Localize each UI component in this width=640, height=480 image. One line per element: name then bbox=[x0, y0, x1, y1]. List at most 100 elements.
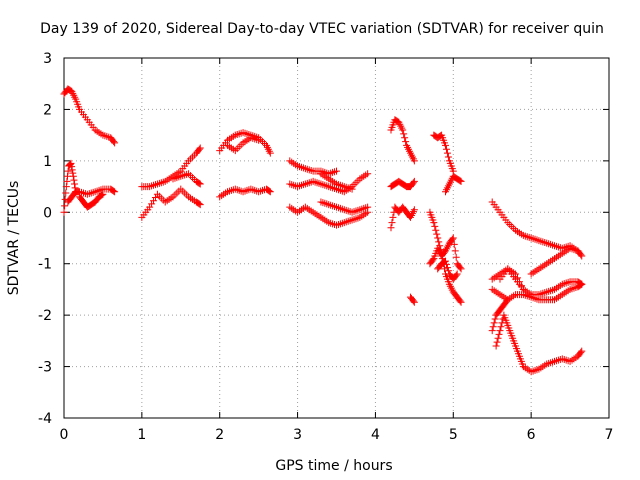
data-point bbox=[185, 170, 193, 178]
data-point-interp bbox=[533, 366, 541, 374]
data-point bbox=[574, 247, 582, 255]
data-point-interp bbox=[456, 297, 464, 305]
data-point-interp bbox=[531, 294, 539, 302]
data-point-interp bbox=[329, 168, 337, 176]
data-point-interp bbox=[354, 214, 362, 222]
data-point-interp bbox=[71, 180, 79, 188]
data-point-interp bbox=[531, 235, 539, 243]
data-point bbox=[266, 188, 274, 196]
y-tick-label: -4 bbox=[38, 411, 52, 427]
data-point-interp bbox=[150, 197, 158, 205]
data-point bbox=[294, 183, 302, 191]
x-axis-title: GPS time / hours bbox=[275, 458, 392, 474]
data-point-interp bbox=[313, 179, 321, 187]
data-point-interp bbox=[87, 189, 95, 197]
data-point bbox=[239, 129, 247, 137]
data-point-interp bbox=[503, 297, 511, 305]
data-point-interp bbox=[319, 199, 327, 207]
data-point bbox=[286, 180, 294, 188]
data-point bbox=[399, 126, 407, 134]
data-point bbox=[410, 157, 418, 165]
data-point bbox=[196, 201, 204, 209]
x-tick-labels: 0 1 2 3 4 5 6 7 bbox=[60, 427, 614, 443]
series-arc-7f bbox=[496, 265, 527, 293]
data-point-interp bbox=[241, 129, 249, 137]
x-tick-label: 0 bbox=[60, 427, 69, 443]
data-point bbox=[430, 219, 438, 227]
data-point-interp bbox=[110, 187, 118, 195]
data-point bbox=[333, 221, 340, 229]
data-point bbox=[551, 357, 558, 365]
data-point bbox=[255, 136, 263, 144]
data-point bbox=[196, 144, 204, 152]
data-point-interp bbox=[237, 141, 245, 149]
data-point-interp bbox=[525, 233, 533, 241]
data-point-interp bbox=[110, 138, 118, 146]
series-arc-6c bbox=[426, 208, 465, 306]
series-arc-1a bbox=[60, 85, 119, 147]
data-point-interp bbox=[188, 153, 196, 161]
data-point-interp bbox=[515, 278, 523, 286]
data-point bbox=[551, 242, 558, 250]
data-point-interp bbox=[64, 172, 72, 180]
data-point-interp bbox=[552, 357, 560, 365]
data-point-interp bbox=[549, 241, 557, 249]
data-point-interp bbox=[89, 188, 97, 196]
series-arc-7a bbox=[488, 198, 586, 260]
series-arc-1d bbox=[76, 190, 107, 211]
data-point-interp bbox=[241, 187, 249, 195]
data-point-interp bbox=[85, 190, 93, 198]
data-point-interp bbox=[358, 205, 366, 213]
data-point-interp bbox=[264, 186, 272, 194]
y-tick-label: 3 bbox=[43, 51, 52, 67]
data-point-interp bbox=[568, 285, 576, 293]
series-arc-5d bbox=[406, 293, 418, 306]
data-point-interp bbox=[183, 170, 191, 178]
data-point-interp bbox=[235, 186, 243, 194]
x-tick-label: 2 bbox=[215, 427, 224, 443]
data-point-interp bbox=[68, 163, 76, 171]
data-point-interp bbox=[431, 222, 439, 230]
data-point-interp bbox=[338, 182, 346, 190]
data-point bbox=[453, 270, 461, 278]
data-point-interp bbox=[98, 191, 106, 199]
data-point bbox=[442, 257, 449, 265]
data-point bbox=[364, 170, 372, 178]
data-point-interp bbox=[233, 131, 241, 138]
data-point bbox=[543, 288, 551, 296]
data-point-interp bbox=[194, 179, 202, 187]
y-tick-label: 2 bbox=[43, 102, 52, 118]
data-point bbox=[527, 234, 535, 242]
data-point-interp bbox=[183, 191, 191, 199]
data-point-interp bbox=[346, 185, 354, 192]
series-arc-3b bbox=[216, 185, 274, 201]
data-point-interp bbox=[296, 182, 304, 190]
data-point-interp bbox=[554, 243, 562, 251]
y-tick-label: -2 bbox=[38, 308, 52, 324]
data-point-interp bbox=[290, 181, 298, 189]
data-point bbox=[60, 208, 68, 216]
data-point-interp bbox=[329, 202, 337, 210]
data-point-interp bbox=[545, 359, 553, 367]
chart-title: Day 139 of 2020, Sidereal Day-to-day VTE… bbox=[40, 21, 604, 37]
series-arc-7e bbox=[488, 296, 512, 335]
data-point-interp bbox=[179, 172, 187, 180]
data-point-interp bbox=[150, 181, 158, 189]
data-point bbox=[578, 347, 586, 355]
data-point-interp bbox=[443, 149, 451, 157]
data-point-interp bbox=[442, 145, 450, 153]
series-arc-7g bbox=[527, 244, 582, 278]
data-point bbox=[519, 285, 527, 293]
x-tick-label: 1 bbox=[137, 427, 146, 443]
data-point-interp bbox=[525, 293, 533, 300]
data-point-interp bbox=[452, 253, 460, 261]
data-point-interp bbox=[409, 297, 417, 305]
data-point-interp bbox=[388, 219, 396, 227]
data-point bbox=[111, 188, 119, 196]
data-point bbox=[578, 252, 586, 260]
data-point-interp bbox=[400, 130, 408, 138]
data-point-interp bbox=[490, 319, 498, 327]
data-point bbox=[153, 190, 161, 198]
data-point bbox=[99, 190, 107, 198]
data-point-interp bbox=[529, 235, 537, 243]
